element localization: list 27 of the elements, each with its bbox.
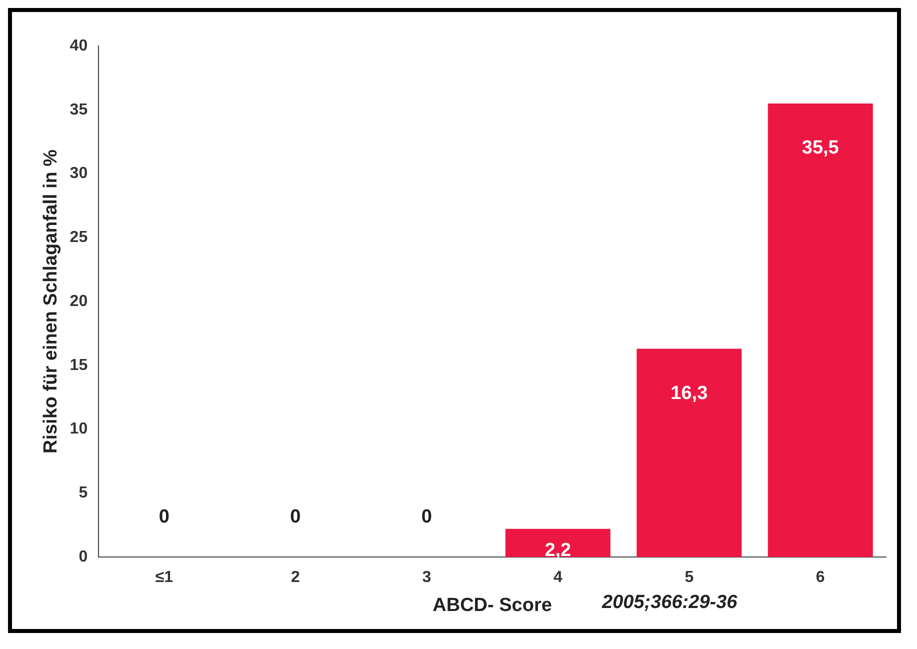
x-tick-label: 5 [684,569,694,586]
y-tick-label: 35 [70,101,88,118]
y-tick-label: 0 [78,548,88,566]
data-label: 0 [421,506,432,528]
y-tick-label: 10 [70,420,88,438]
x-tick-label: ≤1 [155,569,174,586]
x-axis-title: ABCD- Score [432,594,552,616]
x-tick-label: 6 [816,569,825,586]
x-tick-label: 4 [553,569,562,586]
data-label: 35,5 [802,138,840,159]
bar [768,103,873,557]
y-tick-label: 40 [70,37,88,54]
bar [636,348,742,557]
data-label: 0 [158,506,170,528]
data-label: 2,2 [544,540,572,562]
data-label: 0 [290,506,301,528]
x-tick-label: 3 [422,569,432,586]
text: 2005;366:29-36 [602,592,738,614]
y-tick-label: 25 [70,229,88,246]
y-tick-label: 15 [70,356,88,374]
data-label: 16,3 [670,383,708,404]
y-tick-label: 5 [78,484,88,502]
y-tick-label: 20 [70,292,88,310]
y-tick-label: 30 [70,165,88,182]
y-axis-title: Risiko für einen Schlaganfall in % [40,149,62,454]
x-tick-label: 2 [290,569,300,586]
bar [505,528,610,557]
